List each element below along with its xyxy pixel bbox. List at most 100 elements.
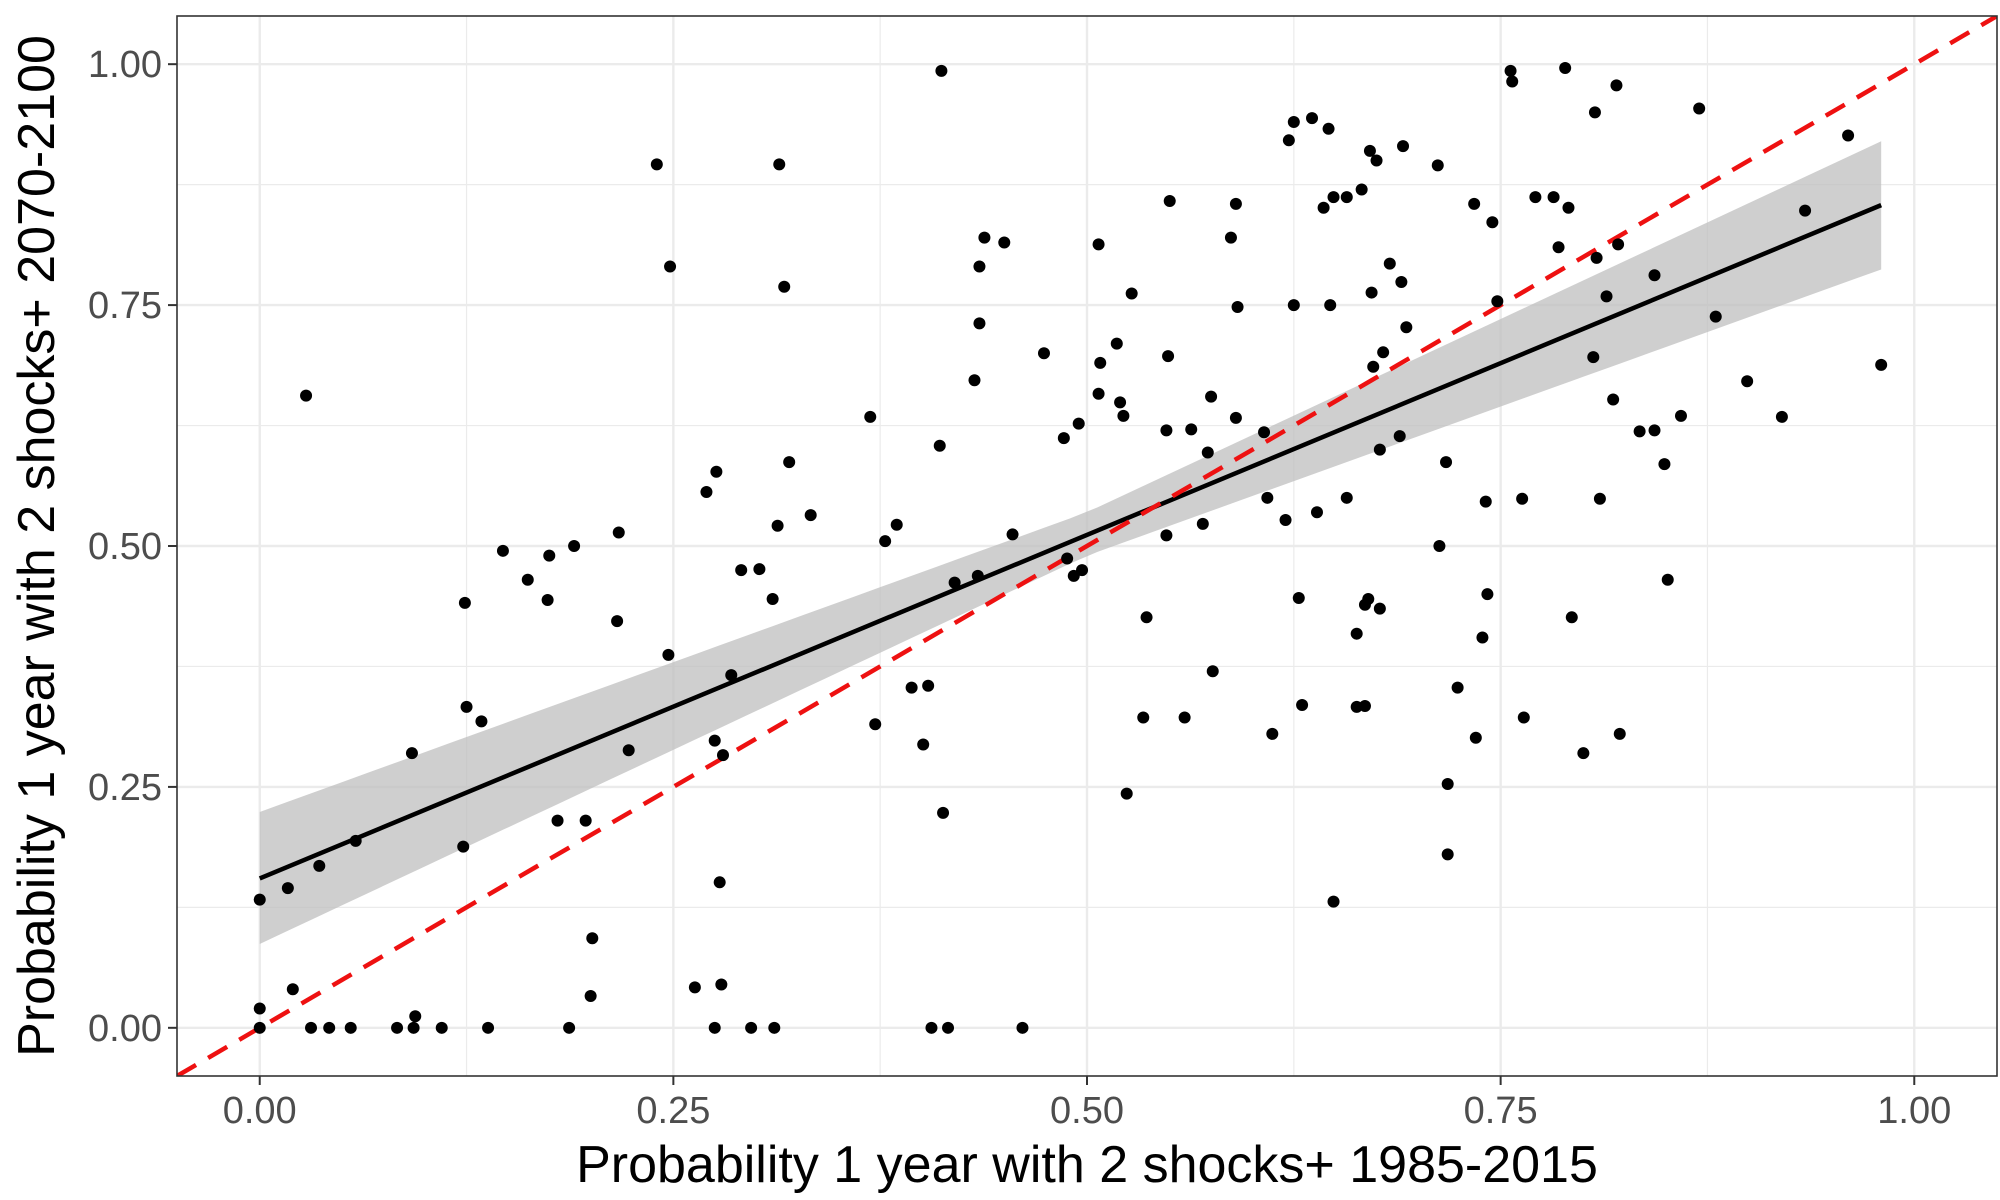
data-point — [1633, 425, 1646, 438]
y-tick-label: 0.00 — [88, 1008, 162, 1050]
data-point — [1516, 492, 1529, 505]
x-tick-labels: 0.00 0.25 0.50 0.75 1.00 — [223, 1090, 1952, 1132]
y-tick-labels: 0.00 0.25 0.50 0.75 1.00 — [88, 44, 162, 1050]
x-tick-label: 0.00 — [223, 1090, 297, 1132]
data-point — [1565, 611, 1578, 624]
data-point — [1016, 1021, 1029, 1034]
data-point — [1092, 238, 1105, 251]
data-point — [1185, 423, 1198, 436]
data-point — [942, 1021, 955, 1034]
data-point — [1296, 699, 1309, 711]
data-point — [460, 700, 473, 713]
data-point — [1875, 358, 1888, 371]
data-point — [1287, 116, 1300, 128]
data-point — [753, 563, 766, 576]
data-point — [1363, 144, 1376, 157]
data-point — [1377, 346, 1390, 359]
data-point — [1279, 513, 1292, 526]
data-point — [1588, 106, 1601, 119]
data-point — [1607, 393, 1620, 406]
data-point — [1559, 62, 1572, 75]
data-point — [1648, 424, 1661, 437]
data-point — [541, 593, 554, 606]
data-point — [1137, 711, 1150, 724]
plot-marks — [177, 16, 1997, 1076]
data-point — [407, 1021, 420, 1034]
data-point — [968, 374, 981, 387]
data-point — [933, 439, 946, 452]
data-point — [1206, 665, 1219, 678]
data-point — [1057, 432, 1070, 445]
data-point — [253, 1002, 266, 1015]
data-point — [1229, 411, 1242, 424]
data-point — [1327, 895, 1340, 908]
data-point — [1117, 409, 1130, 422]
data-point — [804, 509, 817, 522]
data-point — [1441, 848, 1454, 861]
data-point — [783, 456, 796, 469]
data-point — [650, 158, 663, 171]
data-point — [1367, 360, 1380, 373]
data-point — [1393, 430, 1406, 443]
data-point — [715, 978, 728, 991]
data-point — [1741, 375, 1754, 388]
data-point — [948, 576, 961, 589]
data-point — [725, 669, 738, 682]
data-point — [1481, 588, 1494, 601]
data-point — [1140, 611, 1153, 624]
data-point — [313, 859, 326, 872]
data-point — [1491, 295, 1504, 308]
data-point — [568, 540, 581, 552]
data-point — [521, 573, 534, 586]
data-point — [1504, 64, 1517, 77]
data-point — [1160, 424, 1173, 437]
data-point — [1674, 409, 1687, 422]
data-point — [1433, 540, 1446, 552]
data-point — [586, 932, 599, 945]
data-point — [1587, 351, 1600, 364]
data-point — [1529, 191, 1542, 204]
data-point — [1205, 390, 1218, 403]
data-point — [323, 1021, 336, 1034]
data-point — [612, 526, 625, 539]
data-point — [482, 1021, 495, 1034]
y-tick-label: 0.25 — [88, 767, 162, 809]
data-point — [344, 1021, 357, 1034]
data-point — [1094, 356, 1107, 369]
data-point — [496, 544, 509, 557]
data-point — [300, 389, 313, 402]
data-point — [253, 1021, 266, 1034]
data-point — [1287, 299, 1300, 312]
data-point — [457, 840, 470, 853]
data-point — [543, 549, 556, 562]
x-tick-label: 0.25 — [636, 1090, 710, 1132]
data-point — [1114, 396, 1127, 409]
data-point — [622, 744, 635, 757]
data-point — [778, 280, 791, 293]
data-point — [869, 718, 882, 731]
regression-line — [258, 203, 1883, 881]
y-tick-label: 0.75 — [88, 285, 162, 327]
data-point — [700, 486, 713, 499]
data-point — [1370, 154, 1383, 167]
data-point — [925, 1021, 938, 1034]
data-point — [1163, 195, 1176, 208]
data-point — [710, 465, 723, 478]
data-point — [1201, 446, 1214, 459]
data-point — [1648, 269, 1661, 282]
data-point — [1261, 491, 1274, 504]
data-point — [1006, 528, 1019, 541]
data-point — [708, 734, 721, 747]
data-point — [745, 1021, 758, 1034]
data-point — [1613, 727, 1626, 740]
data-point — [1160, 529, 1173, 542]
data-point — [475, 715, 488, 728]
data-point — [937, 806, 950, 819]
data-point — [1395, 275, 1408, 288]
x-tick-label: 1.00 — [1877, 1090, 1951, 1132]
data-point — [1552, 241, 1565, 254]
data-point — [1383, 257, 1396, 270]
data-point — [1441, 778, 1454, 791]
data-point — [1661, 573, 1674, 586]
